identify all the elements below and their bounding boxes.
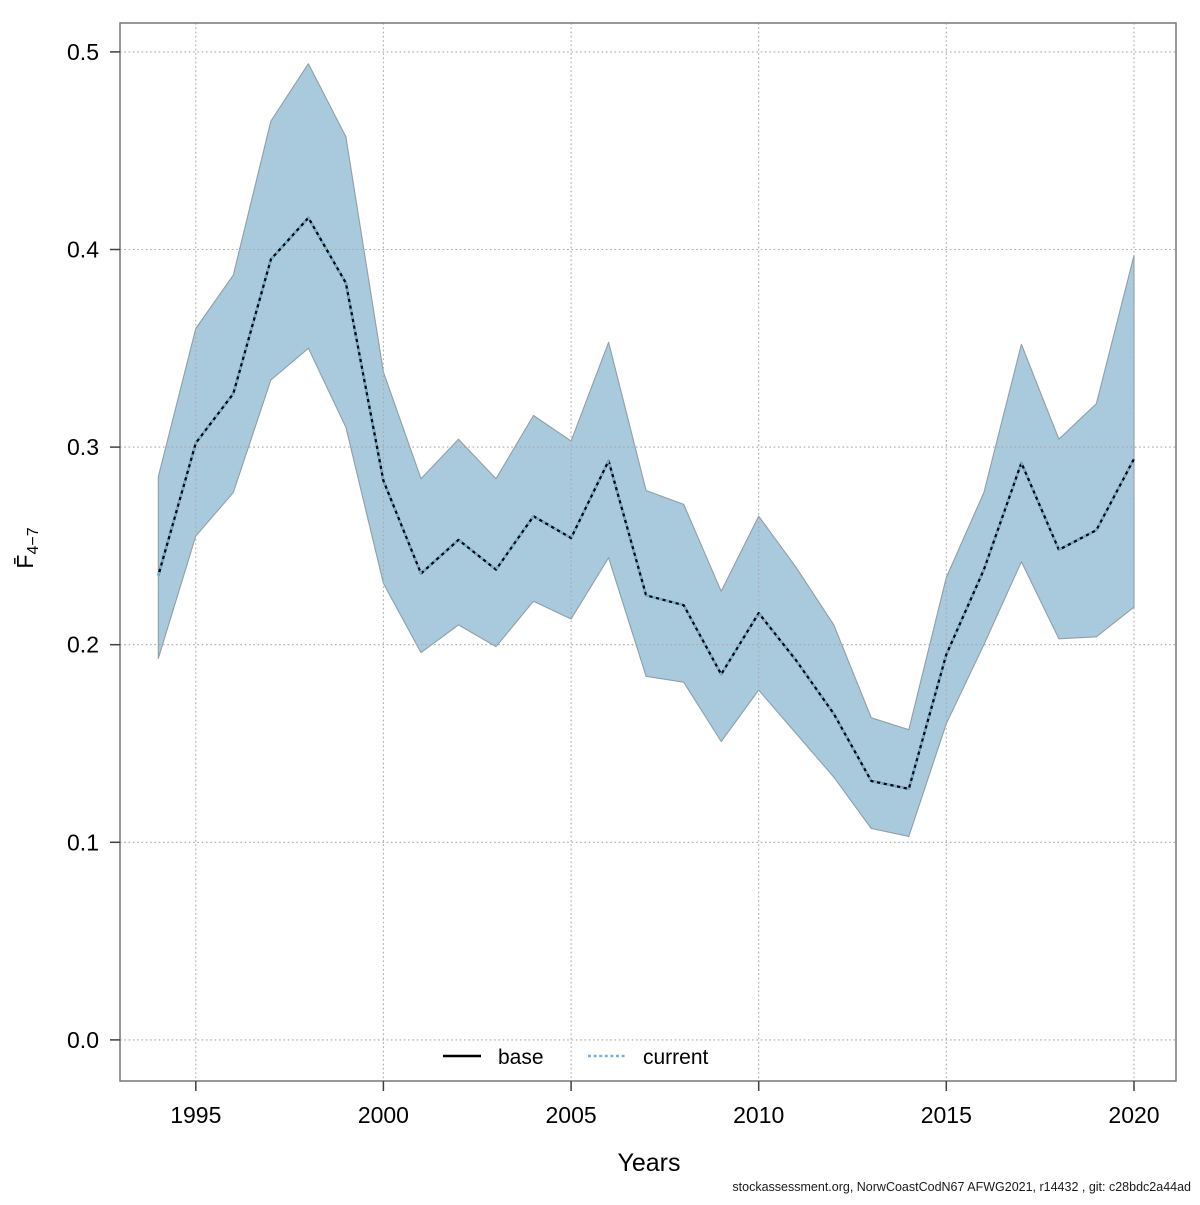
- tick-labels: 1995 2000 2005 2010 2015 2020 0.0 0.1 0.2 0.3 0.4 0…: [67, 39, 1160, 1128]
- x-tick-label: 2005: [546, 1102, 597, 1128]
- y-tick-label: 0.5: [67, 39, 99, 65]
- legend: base current: [443, 1046, 709, 1069]
- tick-marks: [110, 51, 1135, 1091]
- legend-label-base: base: [498, 1046, 544, 1069]
- y-tick-label: 0.4: [67, 237, 99, 263]
- x-tick-label: 2000: [358, 1102, 409, 1128]
- x-axis-title: Years: [617, 1149, 680, 1177]
- x-tick-label: 2015: [921, 1102, 972, 1128]
- y-tick-label: 0.2: [67, 632, 99, 658]
- y-tick-label: 0.0: [67, 1027, 99, 1053]
- x-tick-label: 2020: [1108, 1102, 1159, 1128]
- gridlines: [120, 23, 1176, 1081]
- y-tick-label: 0.3: [67, 434, 99, 460]
- legend-label-current: current: [643, 1046, 709, 1069]
- y-tick-label: 0.1: [67, 829, 99, 855]
- y-axis-title: F̄4−7: [12, 527, 42, 568]
- current-line: [157, 216, 1136, 791]
- x-tick-label: 1995: [170, 1102, 221, 1128]
- plot-area: 1995 2000 2005 2010 2015 2020 0.0 0.1 0.2 0.3 0.4 0…: [67, 22, 1177, 1128]
- x-tick-label: 2010: [733, 1102, 784, 1128]
- plot-border: [119, 22, 1177, 1082]
- footer-credit: stockassessment.org, NorwCoastCodN67 AFW…: [732, 1180, 1191, 1194]
- confidence-band: [157, 63, 1135, 837]
